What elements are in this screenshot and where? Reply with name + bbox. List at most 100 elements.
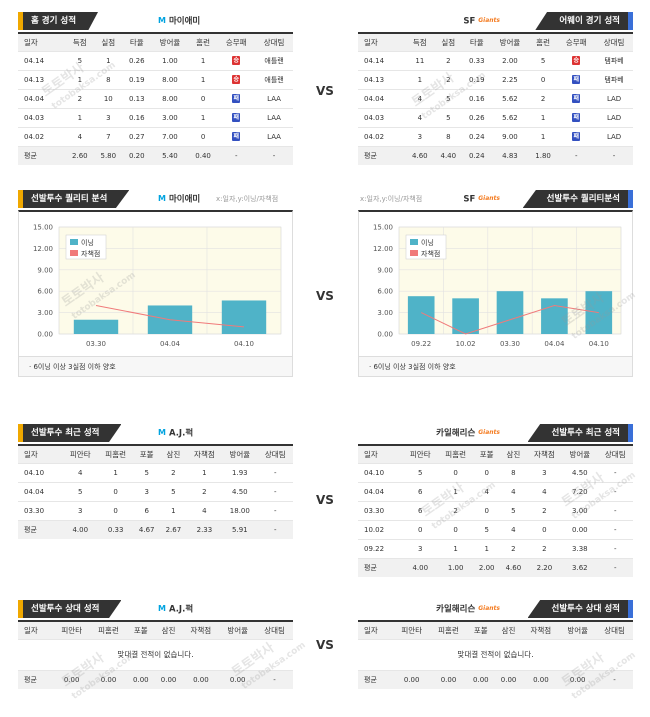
column-header: 방어율 xyxy=(151,33,189,51)
pitcher-right-name: 카일해리슨 Giants xyxy=(436,426,503,441)
table-row: 04.10 5 0 0 8 3 4.50- xyxy=(358,462,633,482)
pitcher-left-name: M A.J.퍽 xyxy=(158,428,194,439)
bar xyxy=(452,298,479,334)
x-tick-label: 04.04 xyxy=(544,340,565,348)
pitcher-left-table: 일자 피안타 피홈런 포볼 삼진 자책점 방어율 상대팀 04.10 4 1 5 2 1 1.93-04.… xyxy=(18,444,293,539)
y-tick-label: 12.00 xyxy=(373,245,393,253)
average-cell: 평균 xyxy=(18,519,63,539)
table-cell: 0 xyxy=(97,481,134,501)
table-cell: 4 xyxy=(405,88,435,108)
quality-right-axis-note: x:일자,y:이닝/자책점 xyxy=(360,195,423,203)
average-cell: 0.00 xyxy=(90,669,127,689)
loss-badge: 패 xyxy=(232,113,241,122)
y-tick-label: 15.00 xyxy=(33,224,53,232)
column-header: 방어율 xyxy=(222,445,258,463)
home-team-label: M 마이애미 xyxy=(158,16,201,27)
table-cell: 1.93 xyxy=(222,462,258,482)
y-tick-label: 0.00 xyxy=(377,331,393,339)
marlins-logo-icon: M xyxy=(158,194,166,203)
average-cell: 평균 xyxy=(358,557,403,577)
bullet-icon: · xyxy=(29,363,34,371)
table-cell: 6 xyxy=(402,500,438,520)
average-cell: 1.80 xyxy=(528,145,558,165)
average-cell: - xyxy=(597,557,633,577)
table-cell: 5 xyxy=(65,50,95,70)
average-cell: - xyxy=(557,145,596,165)
average-cell: 5.40 xyxy=(151,145,189,165)
table-row: 04.14 5 1 0.26 1.00 1 승 애틀랜 xyxy=(18,50,293,70)
column-header: 피안타 xyxy=(402,445,438,463)
table-cell: 0.26 xyxy=(462,107,492,127)
table-cell: 04.10 xyxy=(358,462,403,482)
table-cell: 1 xyxy=(65,69,95,89)
column-header: 실점 xyxy=(434,33,463,51)
table-row: 04.04 4 5 0.16 5.62 2 패 LAD xyxy=(358,88,633,108)
result-cell: 패 xyxy=(557,69,596,89)
table-cell: 3 xyxy=(94,107,123,127)
average-cell: - xyxy=(255,145,293,165)
table-cell: 4 xyxy=(526,481,563,501)
x-tick-label: 10.02 xyxy=(456,340,476,348)
column-header: 득점 xyxy=(405,33,435,51)
column-header: 삼진 xyxy=(494,621,523,639)
h2h-left-table: 일자 피안타 피홈런 포볼 삼진 자책점 방어율 상대팀 맞대결 전적이 없습니다. 평균 0.0… xyxy=(18,620,293,689)
y-tick-label: 6.00 xyxy=(37,288,53,296)
table-cell: 2 xyxy=(500,538,527,558)
away-record-title: 어웨이 경기 성적 xyxy=(535,12,633,30)
table-cell: 2 xyxy=(186,481,223,501)
column-header: 포볼 xyxy=(473,445,501,463)
table-cell: 1 xyxy=(473,538,501,558)
vs-label-3: VS xyxy=(316,493,334,507)
average-cell: - xyxy=(596,669,633,689)
table-cell: 4 xyxy=(473,481,501,501)
column-header: 승무패 xyxy=(217,33,256,51)
table-row: 09.22 3 1 1 2 2 3.38- xyxy=(358,538,633,558)
average-row: 평균 0.00 0.00 0.00 0.00 0.00 0.00- xyxy=(18,669,293,689)
table-row: 04.14 11 2 0.33 2.00 5 승 탬파베 xyxy=(358,50,633,70)
loss-badge: 패 xyxy=(572,75,581,84)
column-header: 타율 xyxy=(122,33,152,51)
pitcher-left-title: 선발투수 최근 성적 xyxy=(18,424,122,442)
quality-left-team: M 마이애미 xyxy=(158,194,201,205)
x-tick-label: 04.10 xyxy=(234,340,254,348)
table-cell: 2 xyxy=(528,88,558,108)
average-cell: 0.20 xyxy=(122,145,152,165)
quality-left-axis-note: x:일자,y:이닝/자책점 xyxy=(216,195,279,203)
table-cell: 1 xyxy=(188,107,218,127)
result-cell: 패 xyxy=(557,126,596,146)
quality-right-note: · 6이닝 이상 3실점 이하 양호 xyxy=(358,357,633,377)
line-series xyxy=(420,304,599,335)
result-cell: 승 xyxy=(217,69,256,89)
table-cell: 09.22 xyxy=(358,538,403,558)
column-header: 방어율 xyxy=(491,33,529,51)
average-cell: 0.00 xyxy=(559,669,597,689)
average-cell: 0.00 xyxy=(53,669,91,689)
table-cell: 0 xyxy=(473,462,501,482)
average-cell: 0.24 xyxy=(462,145,492,165)
average-cell: 4.00 xyxy=(402,557,438,577)
marlins-logo-icon: M xyxy=(158,428,166,437)
average-cell: 평균 xyxy=(18,669,54,689)
table-cell: 0.13 xyxy=(122,88,152,108)
average-cell: 0.00 xyxy=(393,669,431,689)
average-cell: 4.60 xyxy=(500,557,527,577)
legend-swatch xyxy=(410,239,418,245)
bar xyxy=(221,300,267,334)
h2h-right-name: 카일해리슨 Giants xyxy=(436,602,503,617)
table-cell: 1 xyxy=(405,69,435,89)
quality-left-panel: 선발투수 퀄리티 분석 M 마이애미 x:일자,y:이닝/자책점 15.00 12.… xyxy=(18,190,293,377)
column-header: 일자 xyxy=(358,33,406,51)
legend-label: 자책점 xyxy=(81,249,100,258)
column-header: 삼진 xyxy=(160,445,187,463)
table-cell: 03.30 xyxy=(358,500,403,520)
y-tick-label: 3.00 xyxy=(37,309,53,317)
column-header: 자책점 xyxy=(182,621,220,639)
y-tick-label: 3.00 xyxy=(377,309,393,317)
average-cell: 0.00 xyxy=(219,669,257,689)
table-cell: LAA xyxy=(255,88,293,108)
h2h-left-name: M A.J.퍽 xyxy=(158,604,194,615)
home-record-title: 홈 경기 성적 xyxy=(18,12,99,30)
table-cell: 2.00 xyxy=(491,50,529,70)
average-row: 평균 4.00 1.00 2.00 4.60 2.20 3.62- xyxy=(358,557,633,577)
table-cell: 04.04 xyxy=(358,88,406,108)
